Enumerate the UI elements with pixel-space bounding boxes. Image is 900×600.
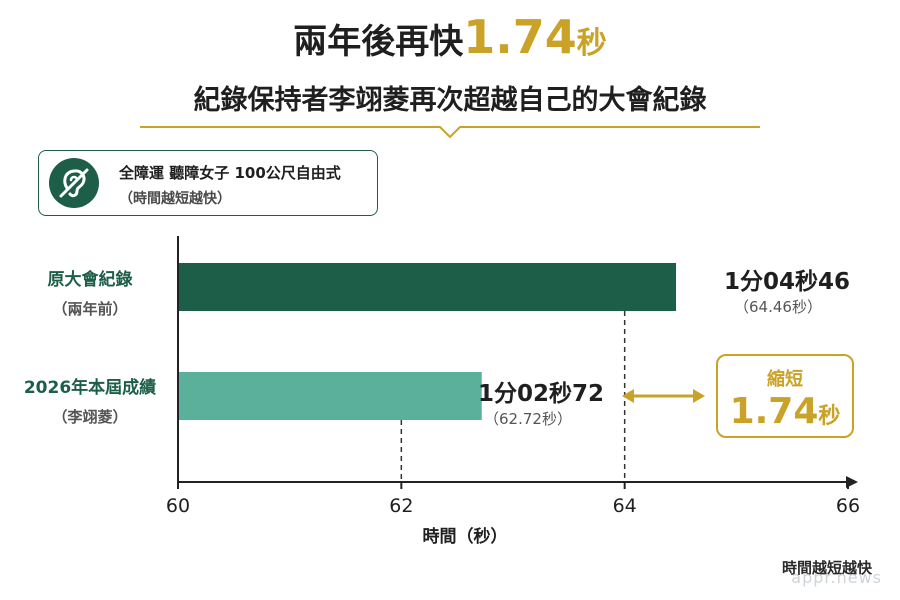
- x-tick-label-3: 66: [836, 495, 860, 517]
- current-seconds-label: （62.72秒）: [484, 410, 572, 428]
- row-label-record-main: 原大會紀錄: [47, 270, 133, 290]
- watermark: appr.news: [791, 568, 882, 587]
- difference-unit: 秒: [818, 404, 841, 429]
- difference-number: 1.74: [729, 391, 819, 432]
- difference-arrow-right-head: [693, 389, 705, 403]
- event-note: （時間越短越快）: [119, 191, 231, 207]
- headline-prefix: 兩年後再快: [293, 22, 464, 62]
- row-label-current-sub: （李翊菱）: [52, 408, 128, 426]
- subheadline-underline: [140, 126, 760, 139]
- event-callout: 全障運 聽障女子 100公尺自由式 （時間越短越快）: [38, 150, 378, 216]
- footer-note: 時間越短越快: [781, 559, 872, 577]
- row-label-record: 原大會紀錄 （兩年前）: [10, 265, 170, 319]
- headline: 兩年後再快1.74秒: [0, 14, 900, 60]
- difference-box: 縮短 1.74秒: [716, 354, 854, 438]
- difference-arrow-left-head: [622, 389, 634, 403]
- row-label-current-main: 2026年本屆成績: [23, 378, 157, 398]
- record-time-label: 1分04秒46: [724, 269, 851, 295]
- headline-number: 1.74: [463, 10, 577, 64]
- x-axis-label: 時間（秒）: [422, 527, 508, 547]
- subheadline: 紀錄保持者李翊菱再次超越自己的大會紀錄: [193, 85, 707, 116]
- x-tick-label-0: 60: [166, 495, 190, 517]
- x-tick-label-2: 64: [613, 495, 637, 517]
- ear-muted-icon: [49, 158, 99, 208]
- bar-record: [179, 263, 677, 311]
- current-time-label: 1分02秒72: [478, 381, 605, 407]
- difference-label: 縮短: [767, 369, 803, 390]
- headline-unit: 秒: [576, 26, 607, 61]
- bar-current: [179, 372, 482, 420]
- record-seconds-label: （64.46秒）: [734, 298, 822, 316]
- row-label-record-sub: （兩年前）: [52, 300, 128, 318]
- event-title: 全障運 聽障女子 100公尺自由式: [119, 164, 341, 182]
- row-label-current: 2026年本屆成績 （李翊菱）: [10, 373, 170, 427]
- x-tick-label-1: 62: [389, 495, 413, 517]
